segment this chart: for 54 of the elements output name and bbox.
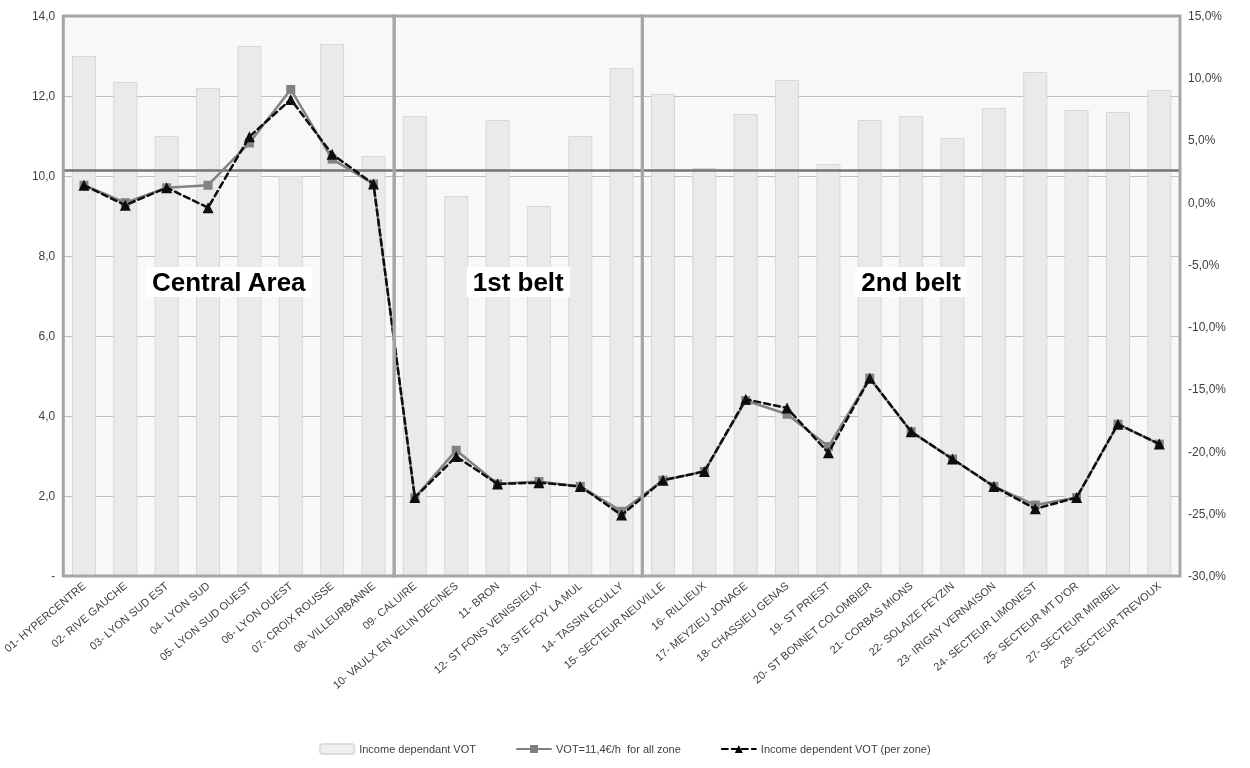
bar (1023, 72, 1048, 576)
bar (692, 168, 717, 576)
y-tick-label: - (51, 569, 56, 583)
y2-tick-label: -30,0% (1188, 569, 1227, 583)
y2-tick-label: 15,0% (1188, 9, 1223, 23)
y2-tick-label: -20,0% (1188, 444, 1227, 459)
band-label: 2nd belt (861, 267, 962, 297)
y-tick-label: 2,0 (38, 489, 56, 503)
bar (733, 114, 758, 576)
legend-label: Income dependent VOT (per zone) (760, 743, 931, 755)
bar (113, 82, 138, 576)
point (326, 148, 338, 160)
point (451, 445, 461, 455)
y2-tick-label: -10,0% (1188, 320, 1227, 335)
point (203, 180, 213, 190)
band-label: 1st belt (472, 267, 565, 297)
bar (71, 56, 96, 576)
y2-tick-label: 5,0% (1188, 133, 1216, 148)
point (616, 509, 628, 521)
y-tick-label: 10,0 (31, 169, 56, 183)
y2-tick-label: -5,0% (1188, 257, 1220, 272)
bar (1064, 110, 1089, 576)
y-tick-label: 14,0 (31, 9, 56, 23)
legend-label: Income dependant VOT (359, 743, 477, 755)
y-tick-label: 4,0 (38, 409, 56, 423)
bar (775, 80, 800, 576)
point (286, 84, 296, 94)
point (285, 93, 297, 105)
bar (320, 44, 345, 576)
point (243, 131, 255, 143)
y-tick-label: 6,0 (38, 329, 56, 343)
point (822, 447, 834, 459)
bar (444, 196, 469, 576)
y2-tick-label: 0,0% (1188, 195, 1216, 210)
y2-tick-label: 10,0% (1188, 71, 1223, 86)
bar (402, 116, 427, 576)
point (202, 202, 214, 214)
band-label: Central Area (151, 267, 307, 297)
bar (981, 108, 1006, 576)
y2-tick-label: -25,0% (1188, 506, 1227, 521)
bar (1147, 90, 1172, 576)
bar (568, 136, 593, 576)
point (1029, 503, 1041, 515)
point (450, 451, 462, 463)
bar (651, 94, 675, 576)
legend-label: VOT=11,4€/h for all zone (555, 743, 681, 755)
point (781, 402, 793, 414)
bar (361, 156, 386, 576)
bar (609, 68, 634, 576)
bar (1105, 112, 1130, 576)
y-tick-label: 12,0 (31, 89, 56, 103)
y-tick-label: 8,0 (38, 249, 56, 263)
bar (816, 164, 841, 576)
y2-tick-label: -15,0% (1188, 382, 1227, 397)
